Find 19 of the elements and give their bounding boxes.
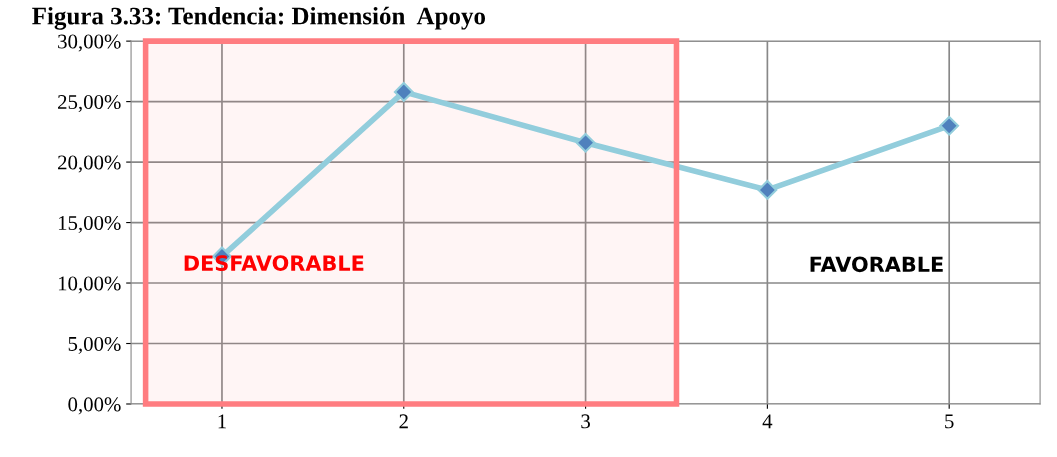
point [393,82,414,102]
y-tick-label: 20,00% [58,155,121,173]
y-tick-label: 5,00% [68,336,121,354]
annotation: FAVORABLE [810,256,943,273]
y-tick-label: 25,00% [58,94,121,113]
y-tick-label: 10,00% [58,276,121,294]
point [575,132,596,153]
y-tick-label: 30,00% [58,34,121,52]
x-tick-label: 4 [762,414,773,429]
y-tick-label: 0,00% [68,397,121,415]
x-tick-label: 2 [399,414,408,429]
point [757,180,778,200]
y-tick-label: 15,00% [58,215,121,233]
point [939,115,960,136]
x-tick-label: 3 [581,414,590,429]
band-label: DESFAVORABLE [184,255,364,271]
x-tick-label: 5 [945,414,954,429]
chart-title: Figura 3.33: Tendencia: Dimensión Apoyo [32,6,486,30]
x-tick-label: 1 [218,414,226,429]
